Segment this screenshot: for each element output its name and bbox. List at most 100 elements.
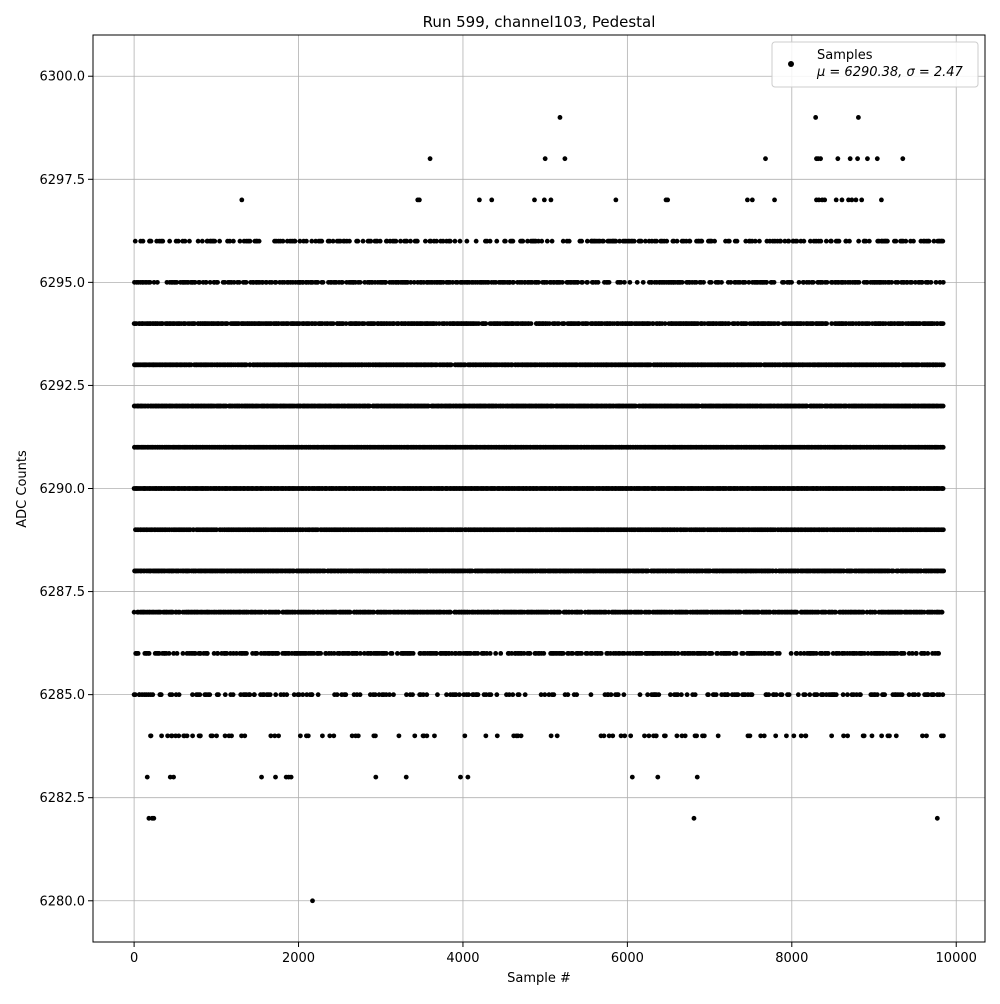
- data-point: [825, 280, 830, 285]
- data-point: [542, 198, 547, 203]
- data-point: [536, 280, 541, 285]
- data-point: [355, 239, 360, 244]
- data-point: [204, 280, 209, 285]
- data-point: [903, 239, 908, 244]
- data-point: [423, 239, 428, 244]
- data-point: [293, 239, 298, 244]
- data-point: [148, 280, 153, 285]
- data-point: [764, 280, 769, 285]
- data-point: [753, 239, 758, 244]
- data-point: [735, 239, 740, 244]
- data-point: [231, 239, 236, 244]
- data-point: [248, 239, 253, 244]
- data-point: [511, 280, 516, 285]
- data-point: [641, 280, 646, 285]
- data-point: [434, 239, 439, 244]
- data-point: [550, 239, 555, 244]
- data-point: [237, 280, 242, 285]
- data-point: [321, 280, 326, 285]
- data-point: [560, 280, 565, 285]
- data-point: [894, 239, 899, 244]
- data-point: [786, 239, 791, 244]
- data-point: [613, 198, 618, 203]
- data-point: [941, 404, 946, 409]
- data-point: [448, 239, 453, 244]
- data-point: [822, 198, 827, 203]
- data-point: [215, 280, 220, 285]
- data-point: [719, 280, 724, 285]
- data-point: [212, 239, 217, 244]
- data-point: [680, 280, 685, 285]
- data-point: [750, 198, 755, 203]
- data-point: [488, 239, 493, 244]
- data-point: [824, 239, 829, 244]
- data-point: [797, 280, 802, 285]
- data-point: [453, 239, 458, 244]
- data-point: [549, 198, 554, 203]
- data-point: [940, 239, 945, 244]
- data-point: [941, 321, 946, 326]
- data-point: [885, 239, 890, 244]
- data-point: [889, 280, 894, 285]
- data-point: [529, 321, 534, 326]
- data-point: [709, 280, 714, 285]
- data-point: [654, 239, 659, 244]
- data-point: [239, 198, 244, 203]
- data-point: [394, 239, 399, 244]
- data-point: [776, 321, 781, 326]
- data-point: [622, 280, 627, 285]
- data-point: [856, 115, 861, 120]
- data-point: [532, 198, 537, 203]
- data-point: [558, 115, 563, 120]
- data-point: [520, 239, 525, 244]
- data-point: [875, 156, 880, 161]
- data-point: [133, 239, 138, 244]
- data-point: [865, 156, 870, 161]
- data-point: [665, 198, 670, 203]
- data-point: [596, 280, 601, 285]
- data-point: [562, 156, 567, 161]
- data-point: [840, 198, 845, 203]
- data-point: [632, 239, 637, 244]
- data-point: [183, 239, 188, 244]
- data-point: [340, 280, 345, 285]
- data-point: [319, 239, 324, 244]
- data-point: [687, 239, 692, 244]
- data-point: [879, 198, 884, 203]
- data-point: [834, 198, 839, 203]
- data-point: [474, 239, 479, 244]
- data-point: [167, 239, 172, 244]
- data-point: [149, 239, 154, 244]
- data-point: [635, 280, 640, 285]
- data-point: [539, 239, 544, 244]
- data-point: [847, 239, 852, 244]
- data-point: [281, 239, 286, 244]
- data-point: [757, 239, 762, 244]
- data-point: [811, 280, 816, 285]
- data-point: [801, 239, 806, 244]
- data-point: [941, 486, 946, 491]
- data-point: [867, 239, 872, 244]
- data-point: [304, 239, 309, 244]
- data-point: [383, 280, 388, 285]
- data-point: [859, 198, 864, 203]
- data-point: [543, 156, 548, 161]
- data-point: [187, 239, 192, 244]
- data-point: [494, 239, 499, 244]
- data-point: [911, 239, 916, 244]
- data-point: [141, 239, 146, 244]
- data-point: [778, 239, 783, 244]
- data-point: [464, 239, 469, 244]
- data-point: [941, 445, 946, 450]
- data-point: [347, 239, 352, 244]
- data-point: [458, 239, 463, 244]
- data-point: [378, 239, 383, 244]
- data-point: [701, 280, 706, 285]
- data-point: [699, 239, 704, 244]
- data-point: [941, 527, 946, 532]
- data-point: [675, 239, 680, 244]
- data-point: [601, 239, 606, 244]
- data-point: [835, 156, 840, 161]
- data-point: [818, 156, 823, 161]
